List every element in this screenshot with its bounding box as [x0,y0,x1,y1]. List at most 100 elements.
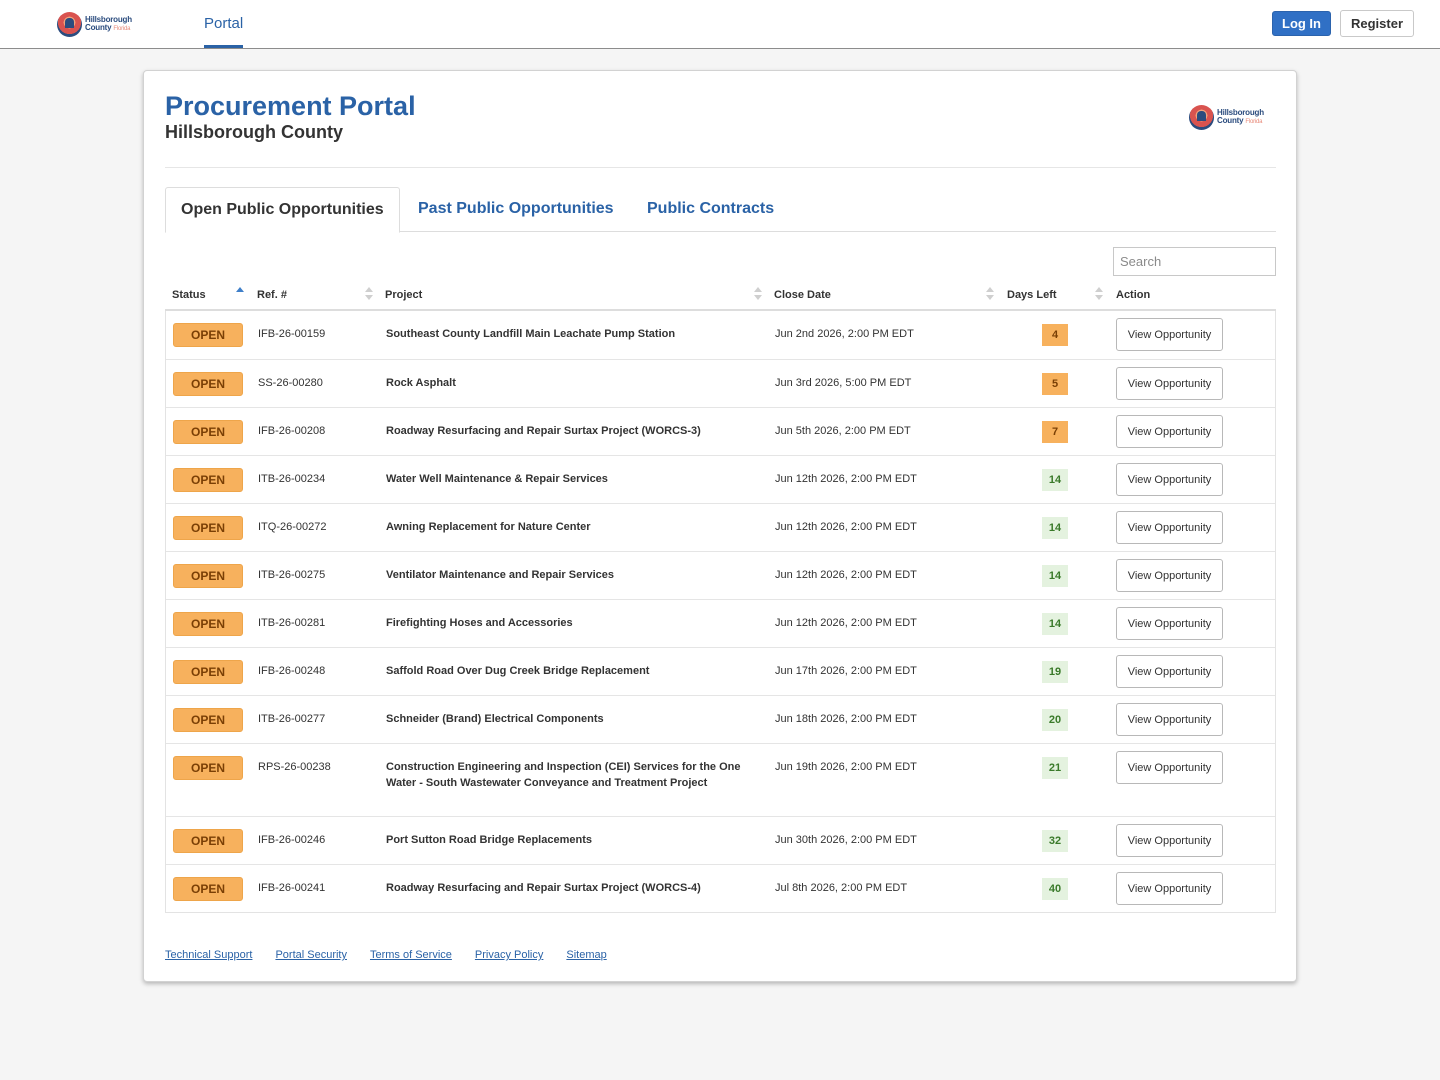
view-opportunity-button[interactable]: View Opportunity [1116,751,1223,784]
sort-icon[interactable] [1095,287,1103,301]
login-button[interactable]: Log In [1272,11,1331,36]
days-left-badge: 5 [1042,373,1068,395]
view-opportunity-button[interactable]: View Opportunity [1116,415,1223,448]
project-name: Ventilator Maintenance and Repair Servic… [386,569,615,581]
days-left-badge: 19 [1042,661,1068,683]
project-name: Water Well Maintenance & Repair Services [386,473,608,485]
view-opportunity-button[interactable]: View Opportunity [1116,703,1223,736]
tab-past-public-opportunities[interactable]: Past Public Opportunities [418,200,614,217]
card-county-logo: Hillsborough County Florida [1189,105,1264,130]
footer-link-technical-support[interactable]: Technical Support [165,949,253,961]
footer-link-terms-of-service[interactable]: Terms of Service [369,949,452,961]
tab-open-public-opportunities[interactable]: Open Public Opportunities [165,187,400,233]
close-date: Jun 17th 2026, 2:00 PM EDT [775,665,917,677]
footer-links: Technical Support Portal Security Terms … [165,949,607,961]
column-header-status[interactable]: Status [172,289,206,301]
close-date: Jun 12th 2026, 2:00 PM EDT [775,569,917,581]
project-name: Southeast County Landfill Main Leachate … [386,328,676,340]
ref-number: SS-26-00280 [258,377,323,389]
opportunity-tabs: Open Public Opportunities Past Public Op… [165,187,1276,233]
column-header-project[interactable]: Project [385,289,423,301]
sort-icon[interactable] [986,287,994,301]
project-name: Port Sutton Road Bridge Replacements [386,834,592,846]
column-header-days-left[interactable]: Days Left [1007,289,1057,301]
ref-number: ITB-26-00234 [258,473,326,485]
ref-number: IFB-26-00241 [258,882,326,894]
view-opportunity-button[interactable]: View Opportunity [1116,872,1223,905]
header-divider [165,167,1276,168]
table-row: OPEN IFB-26-00159 Southeast County Landfil… [166,311,1275,359]
project-name: Construction Engineering and Inspection … [386,761,741,789]
logo-text: Hillsborough County Florida [85,14,132,33]
days-left-badge: 14 [1042,469,1068,491]
register-button[interactable]: Register [1340,10,1414,37]
status-badge: OPEN [173,420,243,444]
view-opportunity-button[interactable]: View Opportunity [1116,559,1223,592]
column-header-action: Action [1116,289,1151,301]
ref-number: IFB-26-00159 [258,328,326,340]
days-left-badge: 14 [1042,565,1068,587]
logo-florida: Florida [1245,119,1263,125]
county-logo[interactable]: Hillsborough County Florida [57,11,132,37]
view-opportunity-button[interactable]: View Opportunity [1116,318,1223,351]
table-row: OPEN IFB-26-00208 Roadway Resurfacing and … [166,407,1275,455]
county-seal-icon [1189,105,1214,130]
column-header-close-date[interactable]: Close Date [774,289,831,301]
view-opportunity-button[interactable]: View Opportunity [1116,607,1223,640]
close-date: Jun 2nd 2026, 2:00 PM EDT [775,328,914,340]
close-date: Jun 12th 2026, 2:00 PM EDT [775,617,917,629]
ref-number: RPS-26-00238 [258,761,331,773]
sort-ascending-icon[interactable] [236,287,244,301]
table-row: OPEN IFB-26-00246 Port Sutton Road Bridge … [166,816,1275,864]
close-date: Jul 8th 2026, 2:00 PM EDT [775,882,908,894]
status-badge: OPEN [173,708,243,732]
close-date: Jun 12th 2026, 2:00 PM EDT [775,473,917,485]
status-badge: OPEN [173,756,243,780]
ref-number: ITB-26-00277 [258,713,326,725]
column-header-ref[interactable]: Ref. # [257,289,287,301]
page-subtitle: Hillsborough County [165,122,343,142]
nav-tab-portal[interactable]: Portal [204,0,244,48]
project-name: Roadway Resurfacing and Repair Surtax Pr… [386,425,701,437]
table-row: OPEN IFB-26-00248 Saffold Road Over Dug Cr… [166,647,1275,695]
table-row: OPEN SS-26-00280 Rock Asphalt Jun 3rd 2026,… [166,359,1275,407]
tab-public-contracts[interactable]: Public Contracts [647,200,775,217]
project-name: Roadway Resurfacing and Repair Surtax Pr… [386,882,701,894]
project-name: Schneider (Brand) Electrical Components [386,713,604,725]
sort-icon[interactable] [365,287,373,301]
view-opportunity-button[interactable]: View Opportunity [1116,367,1223,400]
project-name: Rock Asphalt [386,377,456,389]
status-badge: OPEN [173,829,243,853]
logo-line-1: Hillsborough [85,14,132,24]
project-name: Firefighting Hoses and Accessories [386,617,573,629]
county-seal-icon [57,11,82,37]
footer-link-sitemap[interactable]: Sitemap [566,949,607,961]
status-badge: OPEN [173,468,243,492]
view-opportunity-button[interactable]: View Opportunity [1116,463,1223,496]
project-name: Saffold Road Over Dug Creek Bridge Repla… [386,665,650,677]
ref-number: IFB-26-00246 [258,834,326,846]
footer-link-portal-security[interactable]: Portal Security [275,949,347,961]
ref-number: ITB-26-00275 [258,569,326,581]
close-date: Jun 5th 2026, 2:00 PM EDT [775,425,911,437]
view-opportunity-button[interactable]: View Opportunity [1116,824,1223,857]
project-name: Awning Replacement for Nature Center [386,521,591,533]
search-input[interactable] [1113,247,1276,276]
top-navbar: Hillsborough County Florida Portal Log In… [0,0,1440,49]
status-badge: OPEN [173,323,243,347]
view-opportunity-button[interactable]: View Opportunity [1116,511,1223,544]
ref-number: ITB-26-00281 [258,617,326,629]
status-badge: OPEN [173,877,243,901]
logo-florida: Florida [113,25,131,32]
days-left-badge: 4 [1042,324,1068,346]
days-left-badge: 40 [1042,878,1068,900]
view-opportunity-button[interactable]: View Opportunity [1116,655,1223,688]
sort-icon[interactable] [754,287,762,301]
ref-number: IFB-26-00208 [258,425,326,437]
status-badge: OPEN [173,564,243,588]
close-date: Jun 18th 2026, 2:00 PM EDT [775,713,917,725]
table-row: OPEN RPS-26-00238 Construction Engineering… [166,743,1275,816]
footer-link-privacy-policy[interactable]: Privacy Policy [474,949,544,961]
close-date: Jun 12th 2026, 2:00 PM EDT [775,521,917,533]
status-badge: OPEN [173,660,243,684]
